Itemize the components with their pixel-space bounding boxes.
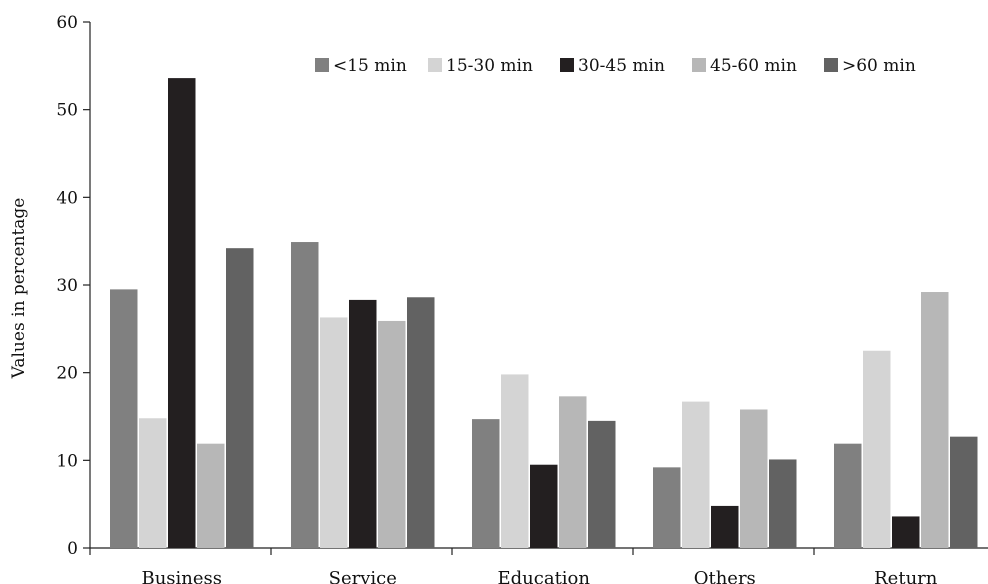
x-tick-label-others: Others: [694, 568, 756, 584]
x-tick-label-education: Education: [498, 568, 591, 584]
y-axis-title: Values in percentage: [9, 198, 29, 380]
bar-service-30-45-min: [349, 299, 377, 548]
y-tick-label-50: 50: [56, 101, 78, 121]
legend-label-15-min: <15 min: [333, 56, 407, 76]
bar-business-30-45-min: [168, 78, 196, 549]
y-tick-label-30: 30: [56, 276, 78, 296]
legend-label-60-min: >60 min: [842, 56, 916, 76]
y-tick-label-40: 40: [56, 188, 78, 208]
bar-others-30-45-min: [711, 505, 739, 548]
bar-education-15-30-min: [501, 374, 529, 548]
axes-group: 0 10 20 30 40 50 60 Business Service Education Oth…: [56, 13, 988, 584]
legend-swatch-45-60-min: [692, 58, 706, 72]
bar-others-15-min: [653, 467, 681, 548]
legend-label-30-45-min: 30-45 min: [578, 56, 665, 76]
bar-others-15-30-min: [682, 401, 710, 548]
x-tick-label-business: Business: [141, 568, 222, 584]
bar-education-45-60-min: [559, 396, 587, 548]
bar-service-60-min: [407, 297, 435, 548]
bar-business-15-30-min: [139, 418, 167, 548]
bar-education-30-45-min: [530, 464, 558, 548]
legend-swatch-60-min: [824, 58, 838, 72]
legend-swatch-15-30-min: [428, 58, 442, 72]
bar-business-45-60-min: [197, 443, 225, 548]
bar-return-15-min: [834, 443, 862, 548]
legend: <15 min 15-30 min 30-45 min 45-60 min >60 mi…: [315, 56, 916, 76]
x-tick-label-service: Service: [329, 568, 397, 584]
bar-return-60-min: [950, 436, 978, 548]
bar-return-15-30-min: [863, 350, 891, 548]
legend-swatch-30-45-min: [560, 58, 574, 72]
bar-service-15-min: [291, 242, 319, 548]
bars-group: [110, 78, 978, 549]
bar-service-15-30-min: [320, 317, 348, 548]
bar-business-60-min: [226, 248, 254, 548]
bar-education-60-min: [588, 420, 616, 548]
x-tick-label-return: Return: [874, 568, 938, 584]
y-tick-label-20: 20: [56, 364, 78, 384]
legend-label-15-30-min: 15-30 min: [446, 56, 533, 76]
y-tick-label-0: 0: [67, 539, 78, 559]
bar-business-15-min: [110, 289, 138, 548]
legend-swatch-15-min: [315, 58, 329, 72]
bar-others-60-min: [769, 459, 797, 548]
y-tick-label-60: 60: [56, 13, 78, 33]
y-tick-label-10: 10: [56, 451, 78, 471]
bar-others-45-60-min: [740, 409, 768, 548]
bar-service-45-60-min: [378, 320, 406, 548]
bar-education-15-min: [472, 419, 500, 548]
bar-return-30-45-min: [892, 516, 920, 548]
bar-return-45-60-min: [921, 292, 949, 548]
legend-label-45-60-min: 45-60 min: [710, 56, 797, 76]
